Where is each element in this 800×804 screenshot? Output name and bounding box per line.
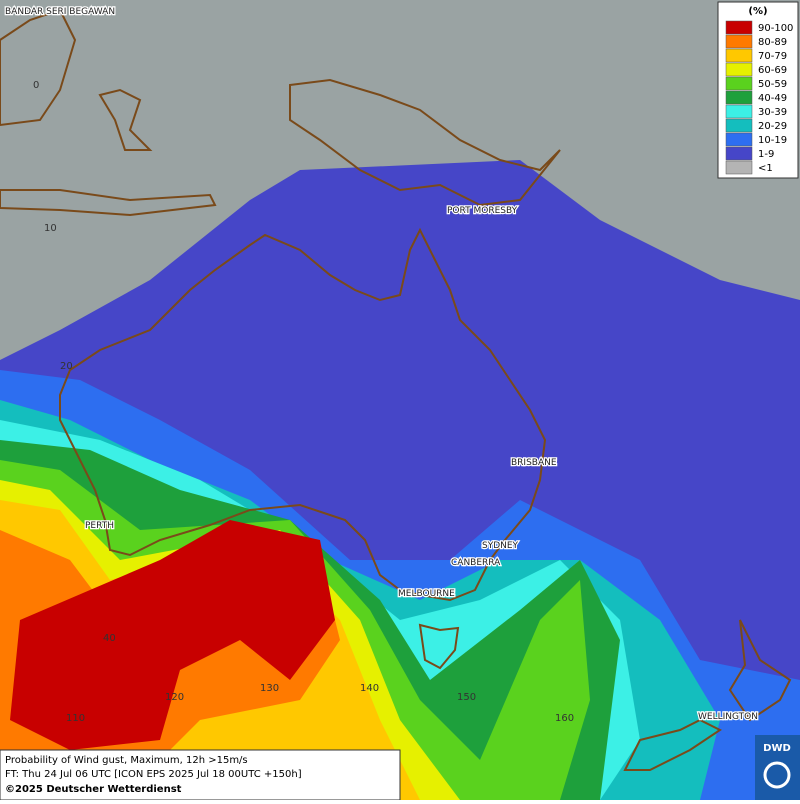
- grid-label: 120: [165, 692, 184, 703]
- city-label: SYDNEY: [482, 541, 519, 551]
- grid-label: 110: [66, 713, 85, 724]
- legend-label: 40-49: [758, 93, 787, 104]
- grid-label: 40: [103, 633, 116, 644]
- legend-swatch: [725, 62, 753, 77]
- nz-south: [623, 718, 722, 771]
- legend-swatch: [725, 104, 753, 119]
- grid-label: 130: [260, 683, 279, 694]
- legend-label: <1: [758, 163, 773, 174]
- legend-swatch: [725, 90, 753, 105]
- footer-box: [0, 749, 401, 801]
- grid-label: 140: [360, 683, 379, 694]
- legend-label: 60-69: [758, 65, 787, 76]
- city-label: PORT MORESBY: [447, 206, 518, 216]
- legend-label: 50-59: [758, 79, 787, 90]
- australia: [59, 227, 547, 602]
- grid-label: 10: [44, 223, 57, 234]
- grid-label: 20: [60, 361, 73, 372]
- nusa-tenggara: [0, 189, 217, 217]
- city-label: WELLINGTON: [698, 712, 758, 722]
- city-label: PERTH: [85, 521, 114, 531]
- legend-label: 30-39: [758, 107, 787, 118]
- city-label: BRISBANE: [511, 458, 557, 468]
- city-label: MELBOURNE: [398, 589, 455, 599]
- footer-line: ©2025 Deutscher Wetterdienst: [5, 784, 182, 795]
- legend-label: 80-89: [758, 37, 787, 48]
- logo: DWD: [763, 743, 791, 754]
- legend-swatch: [725, 76, 753, 91]
- new-guinea: [289, 78, 561, 207]
- footer-line: Probability of Wind gust, Maximum, 12h >…: [5, 755, 248, 766]
- field-90-100: [10, 520, 335, 750]
- legend-swatch: [725, 20, 753, 35]
- grid-label: 0: [33, 80, 39, 91]
- legend-label: 20-29: [758, 121, 787, 132]
- city-label: CANBERRA: [451, 558, 501, 568]
- city-label: BANDAR SERI BEGAWAN: [5, 7, 115, 17]
- tasmania: [418, 623, 460, 670]
- legend-label: 1-9: [758, 149, 774, 160]
- legend-label: 10-19: [758, 135, 787, 146]
- legend-label: 70-79: [758, 51, 787, 62]
- logo-swirl: [763, 761, 791, 789]
- nz-north: [728, 619, 792, 722]
- sulawesi: [98, 88, 153, 151]
- footer-line: FT: Thu 24 Jul 06 UTC [ICON EPS 2025 Jul…: [5, 769, 302, 780]
- legend-swatch: [725, 146, 753, 161]
- logo-box: [755, 735, 800, 800]
- legend-title: (%): [748, 6, 767, 17]
- grid-label: 150: [457, 692, 476, 703]
- legend-swatch: [725, 132, 753, 147]
- legend-swatch: [725, 34, 753, 49]
- legend-label: 90-100: [758, 23, 793, 34]
- legend-swatch: [725, 118, 753, 133]
- borneo: [0, 8, 77, 127]
- legend-swatch: [725, 160, 753, 175]
- grid-label: 160: [555, 713, 574, 724]
- legend-swatch: [725, 48, 753, 63]
